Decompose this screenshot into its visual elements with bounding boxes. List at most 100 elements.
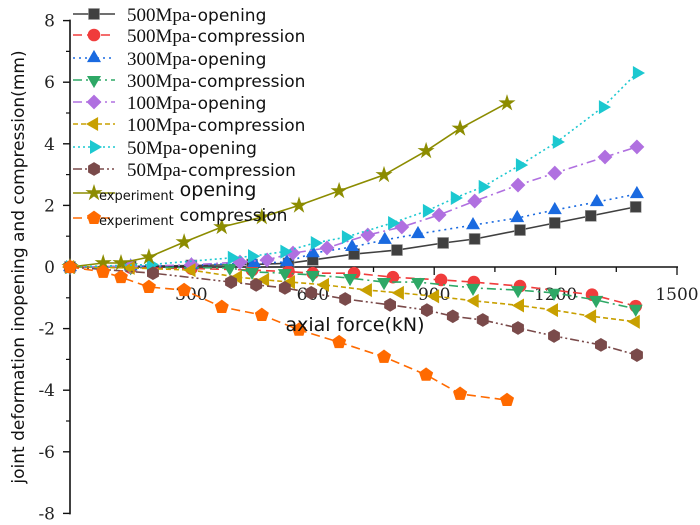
data-point bbox=[177, 282, 192, 297]
legend-label-suffix: compression bbox=[180, 206, 288, 226]
data-point bbox=[62, 259, 78, 274]
data-point bbox=[453, 386, 468, 400]
data-point bbox=[417, 141, 435, 159]
data-point bbox=[466, 283, 481, 297]
data-point bbox=[510, 209, 525, 223]
series-line bbox=[69, 266, 636, 310]
data-point bbox=[434, 273, 448, 287]
data-point bbox=[112, 254, 130, 271]
y-tick-label: 8 bbox=[44, 12, 55, 32]
legend-label-prefix: experiment bbox=[99, 214, 174, 229]
legend-marker-icon bbox=[87, 28, 101, 42]
legend-marker-icon bbox=[85, 116, 99, 132]
legend-marker-icon bbox=[86, 210, 102, 224]
legend: 500Mpa-opening500Mpa-compression300Mpa-o… bbox=[73, 5, 305, 229]
data-point bbox=[141, 279, 156, 294]
data-point bbox=[510, 177, 526, 193]
data-point bbox=[332, 334, 347, 349]
legend-label: 500Mpa-compression bbox=[127, 26, 305, 47]
legend-label-prefix: 500Mpa- bbox=[127, 5, 197, 26]
legend-label-suffix: compression bbox=[198, 72, 306, 92]
legend-label: 300Mpa-opening bbox=[127, 49, 266, 70]
data-point bbox=[250, 278, 263, 292]
data-point bbox=[597, 149, 613, 165]
data-point bbox=[342, 273, 358, 287]
data-point bbox=[628, 304, 643, 318]
data-point bbox=[511, 298, 525, 313]
data-point bbox=[345, 238, 360, 251]
legend-item: 100Mpa-opening bbox=[73, 93, 266, 114]
legend-item: 300Mpa-compression bbox=[73, 71, 305, 92]
data-point bbox=[377, 349, 392, 363]
legend-marker-icon bbox=[90, 139, 103, 155]
data-point bbox=[478, 179, 491, 194]
data-point bbox=[422, 203, 435, 218]
data-point bbox=[305, 244, 320, 258]
y-tick-label: -8 bbox=[38, 504, 55, 524]
legend-item: experiment compression bbox=[73, 206, 287, 229]
legend-label-prefix: 300Mpa- bbox=[127, 49, 197, 70]
legend-label-prefix: 100Mpa- bbox=[127, 115, 197, 136]
data-point bbox=[466, 216, 481, 230]
legend-item: 500Mpa-compression bbox=[73, 26, 305, 47]
data-point bbox=[589, 295, 604, 309]
data-point bbox=[310, 235, 323, 251]
data-point bbox=[515, 158, 529, 173]
series-100mpa--compression bbox=[61, 259, 640, 329]
data-point bbox=[420, 303, 433, 317]
legend-item: 300Mpa-opening bbox=[73, 49, 266, 70]
data-point bbox=[546, 288, 562, 302]
legend-label-suffix: opening bbox=[198, 94, 267, 114]
data-point bbox=[256, 272, 270, 287]
data-point bbox=[113, 269, 128, 284]
data-point bbox=[585, 210, 597, 222]
legend-label-suffix: opening bbox=[188, 139, 257, 159]
legend-item: 100Mpa-compression bbox=[73, 115, 305, 136]
data-point bbox=[279, 254, 294, 267]
legend-label-prefix: 50Mpa- bbox=[127, 160, 187, 181]
data-point bbox=[583, 309, 597, 324]
legend-label: experiment compression bbox=[99, 206, 287, 229]
plot-area bbox=[61, 65, 645, 407]
data-point bbox=[305, 270, 320, 284]
x-axis-label: axial force(kN) bbox=[285, 314, 424, 336]
data-point bbox=[227, 250, 241, 265]
legend-label-prefix: 100Mpa- bbox=[127, 93, 197, 114]
legend-marker-icon bbox=[86, 94, 102, 110]
x-tick-label: 1500 bbox=[655, 285, 698, 305]
data-point bbox=[589, 193, 604, 207]
y-tick-label: 4 bbox=[44, 135, 55, 155]
legend-item: 50Mpa-opening bbox=[73, 138, 257, 159]
legend-label-prefix: 500Mpa- bbox=[127, 26, 197, 47]
y-tick-label: 2 bbox=[44, 196, 55, 216]
data-point bbox=[316, 277, 330, 292]
data-point bbox=[547, 165, 563, 181]
legend-marker-icon bbox=[86, 49, 102, 63]
legend-label: 300Mpa-compression bbox=[127, 71, 305, 92]
data-point bbox=[629, 139, 645, 155]
y-tick-label: -6 bbox=[38, 443, 55, 463]
data-point bbox=[510, 286, 526, 299]
data-point bbox=[278, 281, 291, 295]
data-point bbox=[629, 185, 644, 199]
data-point bbox=[446, 309, 459, 324]
legend-item: 50Mpa-compression bbox=[73, 160, 296, 181]
data-point bbox=[594, 338, 607, 352]
data-point bbox=[630, 348, 643, 362]
data-point bbox=[330, 181, 348, 199]
data-point bbox=[259, 252, 275, 268]
data-point bbox=[514, 224, 526, 236]
legend-label: experiment opening bbox=[99, 179, 256, 204]
data-point bbox=[500, 392, 515, 407]
data-point bbox=[468, 233, 481, 245]
data-point bbox=[253, 208, 271, 225]
legend-label-prefix: 300Mpa- bbox=[127, 71, 197, 92]
data-point bbox=[552, 134, 565, 149]
legend-label-suffix: opening bbox=[180, 179, 257, 201]
data-point bbox=[359, 283, 372, 298]
data-point bbox=[548, 217, 561, 229]
legend-marker-icon bbox=[86, 76, 102, 89]
data-point bbox=[426, 289, 440, 304]
